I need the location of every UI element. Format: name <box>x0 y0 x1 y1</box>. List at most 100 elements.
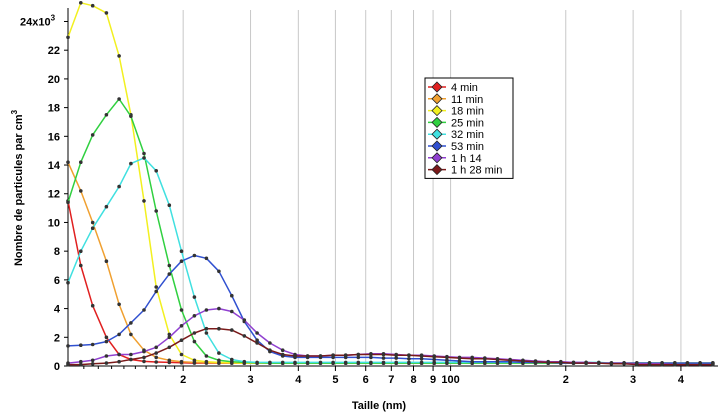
legend-marker <box>431 152 443 164</box>
legend-label: 25 min <box>451 117 484 129</box>
data-point <box>90 226 95 230</box>
data-point <box>129 321 133 325</box>
data-point <box>104 259 109 264</box>
legend-label: 1 h 14 <box>451 153 482 165</box>
data-point <box>66 280 70 285</box>
data-point <box>154 351 158 355</box>
data-point <box>343 353 348 358</box>
data-point <box>79 189 83 193</box>
y-tick-label: 16 <box>48 131 60 143</box>
data-point <box>622 362 626 366</box>
data-point <box>242 318 247 322</box>
y-tick-label: 0 <box>54 361 60 373</box>
data-point <box>255 341 259 345</box>
data-point <box>129 161 133 166</box>
data-point <box>597 361 601 365</box>
data-point <box>369 360 373 365</box>
series-line <box>67 2 713 364</box>
x-tick-label: 100 <box>441 374 459 386</box>
data-point <box>179 324 184 328</box>
data-point <box>711 362 715 367</box>
data-point <box>117 359 121 364</box>
data-point <box>394 360 399 365</box>
data-point <box>117 54 121 58</box>
data-point <box>521 359 525 363</box>
data-point <box>192 339 197 344</box>
data-point <box>533 359 538 364</box>
x-tick-label: 6 <box>363 374 369 386</box>
series-line <box>67 98 713 364</box>
data-point <box>584 361 588 365</box>
data-point <box>685 362 690 367</box>
legend-entry: 11 min <box>428 93 483 106</box>
data-point <box>293 354 297 358</box>
data-point <box>318 354 323 358</box>
y-tick-label: 10 <box>48 217 60 229</box>
data-point <box>66 344 70 348</box>
data-point <box>673 362 677 367</box>
y-tick-label: 6 <box>54 275 60 287</box>
data-point <box>331 360 335 365</box>
y-tick-label: 4 <box>54 304 61 316</box>
data-point <box>129 332 133 337</box>
data-point <box>419 357 424 361</box>
legend-entry: 32 min <box>428 128 484 141</box>
data-point <box>369 352 373 357</box>
data-point <box>432 354 437 359</box>
data-point <box>204 331 209 335</box>
data-point <box>255 331 259 335</box>
data-point <box>167 332 172 337</box>
data-point <box>483 359 487 364</box>
x-tick-label: 4 <box>295 374 302 386</box>
x-tick-label: 3 <box>630 374 636 386</box>
data-point <box>79 359 83 364</box>
data-point <box>407 360 411 365</box>
data-point <box>419 360 424 365</box>
y-tick-label: 2 <box>54 332 60 344</box>
legend-marker <box>431 140 443 152</box>
data-point <box>66 160 70 164</box>
data-point <box>154 285 158 289</box>
series-4 <box>66 156 715 365</box>
data-point <box>154 209 158 213</box>
data-point <box>179 308 184 312</box>
data-point <box>230 328 234 332</box>
data-point <box>179 338 184 343</box>
data-point <box>369 355 373 360</box>
data-point <box>90 358 95 363</box>
y-tick-label: 12 <box>48 189 60 201</box>
y-tick-label: 20 <box>48 74 60 86</box>
y-axis-title: Nombre de particules par cm3 <box>10 109 25 266</box>
series-3 <box>66 97 715 365</box>
data-point <box>167 203 172 207</box>
data-point <box>79 263 83 268</box>
data-point <box>495 357 500 362</box>
data-point <box>331 353 335 358</box>
data-point <box>419 354 424 358</box>
legend-label: 1 h 28 min <box>451 165 502 177</box>
data-point <box>508 358 512 363</box>
data-point <box>381 360 386 365</box>
data-point <box>117 352 121 357</box>
data-point <box>457 359 462 363</box>
data-point <box>660 362 664 367</box>
data-point <box>204 354 209 358</box>
data-point <box>179 249 184 253</box>
data-point <box>192 253 197 258</box>
data-point <box>154 289 158 294</box>
legend-entry: 1 h 28 min <box>428 164 502 177</box>
series-line <box>67 200 713 364</box>
data-point <box>154 355 158 360</box>
x-tick-label: 8 <box>410 374 416 386</box>
data-point <box>142 349 146 354</box>
legend-marker <box>431 164 443 176</box>
data-point <box>381 352 386 357</box>
data-point <box>432 357 437 362</box>
x-tick-label: 5 <box>332 374 338 386</box>
data-point <box>129 114 133 118</box>
data-point <box>230 293 234 298</box>
data-point <box>167 358 172 363</box>
data-point <box>179 352 184 357</box>
data-point <box>230 309 234 314</box>
